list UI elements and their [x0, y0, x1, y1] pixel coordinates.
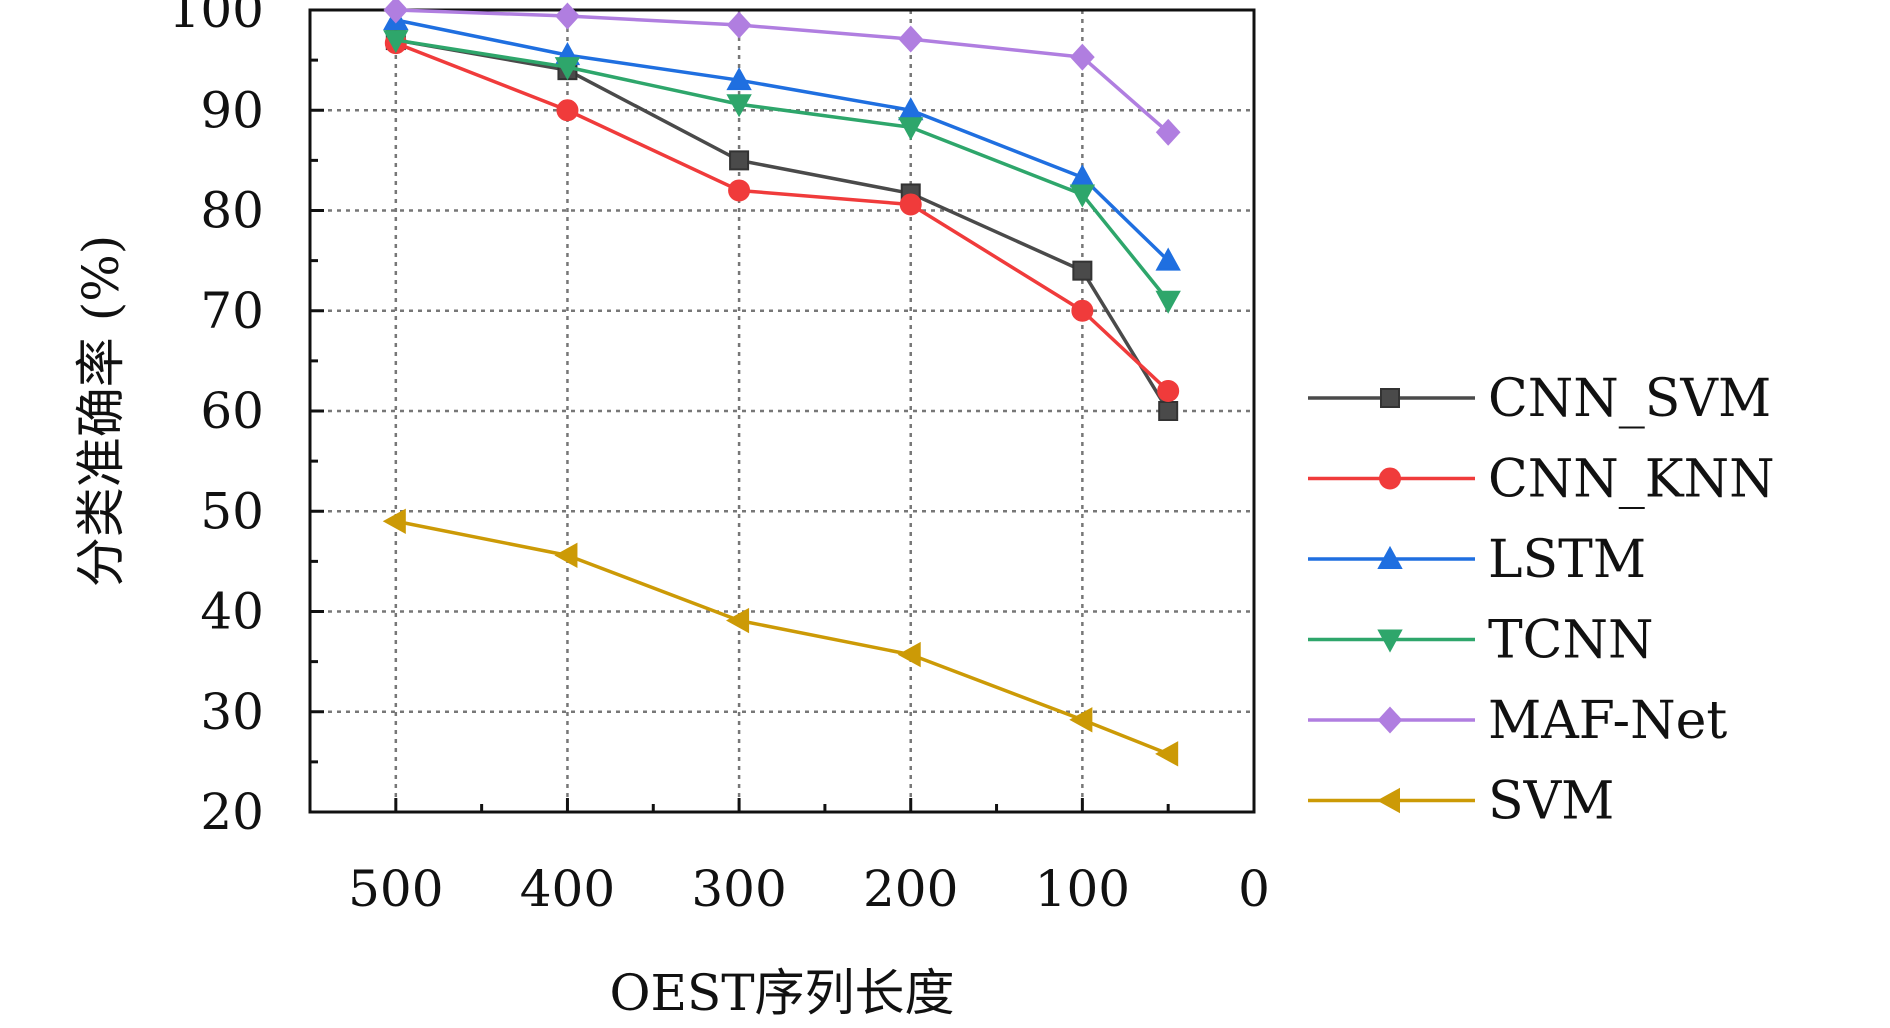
data-point — [726, 67, 752, 91]
grid — [310, 8, 1254, 812]
y-tick-label: 40 — [200, 583, 264, 641]
data-point — [1157, 379, 1180, 402]
series-line — [395, 18, 1170, 262]
data-point — [555, 2, 580, 30]
x-tick-label: 300 — [691, 860, 786, 918]
legend-marker — [1376, 787, 1400, 814]
x-tick-label: 500 — [348, 860, 443, 918]
legend-label: TCNN — [1488, 611, 1653, 671]
data-point — [898, 25, 924, 53]
legend-item: SVM — [1308, 772, 1614, 832]
data-point — [554, 542, 578, 569]
data-point — [726, 94, 752, 118]
series-layer — [382, 0, 1181, 767]
data-point — [1069, 707, 1093, 733]
legend-item: MAF-Net — [1308, 691, 1727, 751]
series-line — [395, 38, 1170, 412]
data-point — [1071, 299, 1094, 322]
legend-label: MAF-Net — [1488, 691, 1727, 751]
data-point — [728, 179, 751, 202]
data-point — [1069, 184, 1096, 208]
y-tick-label: 50 — [200, 482, 264, 540]
data-point — [898, 117, 924, 141]
plot-frame — [308, 8, 1256, 814]
y-tick-label: 100 — [169, 0, 264, 39]
x-tick-label: 0 — [1238, 860, 1270, 918]
y-tick-label: 80 — [200, 182, 264, 240]
data-point — [1158, 401, 1179, 421]
legend-item: LSTM — [1308, 530, 1646, 590]
y-tick-label: 60 — [200, 382, 264, 440]
x-tick-label: 400 — [520, 860, 615, 918]
data-point — [1070, 43, 1095, 71]
y-tick-label: 30 — [200, 683, 264, 741]
data-point — [726, 607, 750, 634]
legend-marker — [1377, 706, 1403, 734]
y-tick-label: 90 — [200, 81, 264, 139]
legend-marker — [1377, 545, 1403, 569]
data-point — [729, 150, 750, 171]
legend-marker — [1380, 388, 1400, 408]
legend: CNN_SVM CNN_KNN LSTM TCNN MAF-Net SVM — [1308, 369, 1775, 832]
legend-label: CNN_KNN — [1488, 450, 1775, 510]
legend-label: CNN_SVM — [1488, 369, 1771, 429]
series-line — [395, 519, 1169, 756]
legend-label: LSTM — [1488, 530, 1646, 590]
data-point — [1155, 741, 1179, 767]
x-axis-title: OEST序列长度 — [609, 964, 954, 1022]
x-tick-label: 200 — [863, 860, 958, 918]
series-tcnn — [383, 30, 1181, 314]
series-maf-net — [383, 0, 1181, 146]
data-point — [1069, 164, 1096, 188]
data-point — [1155, 247, 1181, 271]
data-point — [1155, 118, 1181, 146]
series-line — [395, 38, 1170, 302]
legend-marker — [1377, 629, 1403, 653]
series-line — [395, 41, 1170, 393]
data-point — [383, 0, 409, 24]
y-tick-label: 20 — [200, 783, 264, 841]
data-point — [556, 99, 579, 122]
data-point — [726, 11, 752, 39]
data-point — [1155, 290, 1181, 314]
legend-label: SVM — [1488, 772, 1614, 832]
series-lstm — [383, 6, 1181, 271]
data-point — [554, 57, 581, 81]
x-tick-label: 100 — [1035, 860, 1130, 918]
series-line — [395, 8, 1170, 134]
legend-item: CNN_SVM — [1308, 369, 1771, 429]
axis-ticks: 20 30 40 50 60 70 80 90 100 500 400 300 200 100 0 — [169, 0, 1270, 918]
data-point — [1072, 260, 1093, 281]
data-point — [382, 508, 406, 534]
data-point — [383, 30, 409, 54]
y-axis-title: 分类准确率 (%) — [72, 235, 130, 587]
y-tick-label: 70 — [200, 282, 264, 340]
data-point — [897, 641, 921, 668]
data-point — [899, 193, 922, 216]
legend-marker — [1379, 467, 1401, 490]
legend-item: CNN_KNN — [1308, 450, 1775, 510]
series-svm — [382, 508, 1179, 767]
legend-item: TCNN — [1308, 611, 1653, 671]
